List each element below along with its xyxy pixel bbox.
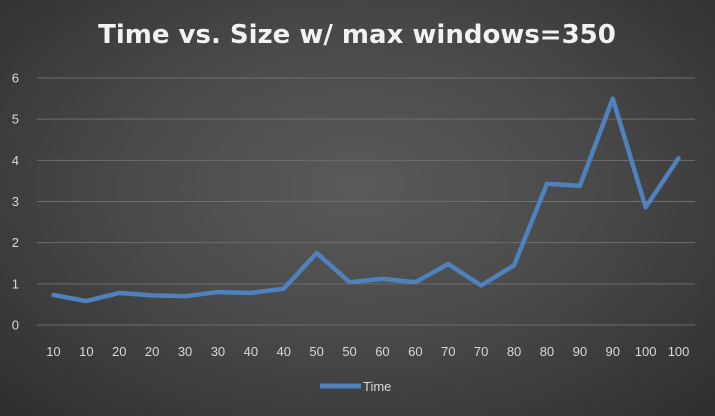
x-tick-label: 10 bbox=[79, 344, 93, 359]
y-tick-label: 2 bbox=[12, 235, 19, 250]
y-tick-label: 5 bbox=[12, 112, 19, 127]
x-tick-label: 50 bbox=[342, 344, 356, 359]
x-tick-label: 70 bbox=[441, 344, 455, 359]
x-tick-label: 20 bbox=[112, 344, 126, 359]
gridlines bbox=[37, 77, 695, 326]
x-tick-label: 100 bbox=[635, 344, 657, 359]
series-line-time bbox=[51, 96, 681, 304]
x-tick-label: 30 bbox=[211, 344, 225, 359]
legend-label: Time bbox=[363, 379, 391, 394]
y-axis-ticks: 0 1 2 3 4 5 6 bbox=[12, 71, 19, 333]
legend: Time bbox=[320, 379, 391, 394]
x-tick-label: 10 bbox=[46, 344, 60, 359]
chart-title: Time vs. Size w/ max windows=350 bbox=[98, 20, 616, 50]
x-tick-label: 40 bbox=[244, 344, 258, 359]
y-tick-label: 6 bbox=[12, 71, 19, 86]
x-tick-label: 30 bbox=[178, 344, 192, 359]
x-axis-ticks: 10 10 20 20 30 30 40 40 50 50 60 60 70 70 80 80 90 90 100 1… bbox=[46, 344, 689, 359]
x-tick-label: 60 bbox=[408, 344, 422, 359]
y-tick-label: 0 bbox=[12, 318, 19, 333]
x-tick-label: 40 bbox=[277, 344, 291, 359]
x-tick-label: 90 bbox=[573, 344, 587, 359]
x-tick-label: 100 bbox=[668, 344, 690, 359]
series-group bbox=[51, 96, 681, 304]
x-tick-label: 50 bbox=[309, 344, 323, 359]
x-tick-label: 80 bbox=[507, 344, 521, 359]
y-tick-label: 4 bbox=[12, 153, 19, 168]
y-tick-label: 3 bbox=[12, 194, 19, 209]
x-tick-label: 20 bbox=[145, 344, 159, 359]
x-tick-label: 80 bbox=[540, 344, 554, 359]
x-tick-label: 70 bbox=[474, 344, 488, 359]
x-tick-label: 90 bbox=[606, 344, 620, 359]
y-tick-label: 1 bbox=[12, 276, 19, 291]
x-tick-label: 60 bbox=[375, 344, 389, 359]
